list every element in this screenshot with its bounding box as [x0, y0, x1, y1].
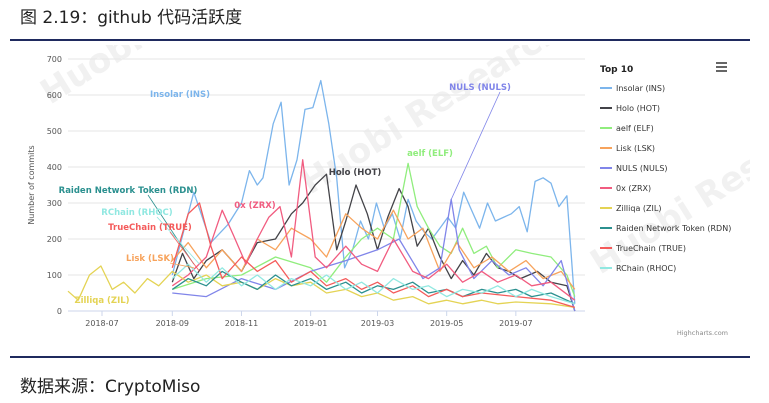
- series-annotation: Holo (HOT): [329, 168, 382, 178]
- bottom-rule: [10, 356, 750, 358]
- x-tick-label: 2019-07: [499, 319, 532, 328]
- legend-label: Raiden Network Token (RDN): [616, 224, 731, 233]
- series-line[interactable]: [171, 209, 576, 290]
- annotation-leader: [156, 216, 200, 265]
- legend-item[interactable]: Holo (HOT): [600, 104, 660, 113]
- annotation-leader: [169, 262, 194, 269]
- series-annotation: Raiden Network Token (RDN): [59, 186, 198, 196]
- x-tick-label: 2018-11: [225, 319, 258, 328]
- chart-credit[interactable]: Highcharts.com: [677, 329, 728, 337]
- legend-item[interactable]: Insolar (INS): [600, 84, 665, 93]
- annotations: Insolar (INS) NULS (NULS) Holo (HOT) aelf (…: [59, 83, 511, 306]
- legend-item[interactable]: aelf (ELF): [600, 124, 654, 133]
- series-annotation: Lisk (LSK): [126, 254, 174, 264]
- legend-item[interactable]: Zilliqa (ZIL): [600, 204, 661, 213]
- series-annotation: TrueChain (TRUE): [108, 223, 192, 233]
- legend-label: 0x (ZRX): [616, 184, 651, 193]
- series-line[interactable]: [172, 162, 576, 297]
- legend-label: Holo (HOT): [616, 104, 660, 113]
- legend-label: Insolar (INS): [616, 84, 665, 93]
- watermark-text: Huobi Research: [34, 45, 310, 113]
- axes: 0 100 200 300 400 500 600 700 2018-07 2018-09 2018…: [27, 55, 585, 328]
- y-tick-label: 200: [47, 235, 62, 244]
- y-tick-label: 0: [57, 307, 62, 316]
- x-tick-label: 2018-07: [85, 319, 118, 328]
- figure-title: 图 2.19：github 代码活跃度: [20, 8, 243, 28]
- legend-label: Lisk (LSK): [616, 144, 655, 153]
- annotation-leader: [450, 91, 501, 200]
- legend-item[interactable]: NULS (NULS): [600, 164, 668, 173]
- series-line[interactable]: [171, 270, 576, 305]
- legend-item[interactable]: 0x (ZRX): [600, 184, 651, 193]
- y-axis-title: Number of commits: [27, 145, 36, 224]
- legend-label: TrueChain (TRUE): [615, 244, 686, 253]
- legend-item[interactable]: Raiden Network Token (RDN): [600, 224, 731, 233]
- y-tick-label: 400: [47, 163, 62, 172]
- legend-label: aelf (ELF): [616, 124, 654, 133]
- legend-item[interactable]: Lisk (LSK): [600, 144, 655, 153]
- legend-item[interactable]: RChain (RHOC): [600, 264, 676, 273]
- annotation-leader: [147, 194, 195, 265]
- legend: Top 10 Insolar (INS) Holo (HOT) aelf (ELF) L…: [600, 62, 731, 337]
- series-line[interactable]: [67, 265, 575, 309]
- series-line[interactable]: [171, 159, 576, 301]
- y-tick-label: 600: [47, 91, 62, 100]
- top-rule: [10, 39, 750, 41]
- series-annotation: aelf (ELF): [407, 149, 453, 159]
- watermark-text: Huobi Research: [584, 89, 750, 282]
- legend-label: Zilliqa (ZIL): [616, 204, 661, 213]
- y-tick-label: 300: [47, 199, 62, 208]
- series-annotation: 0x (ZRX): [234, 201, 276, 211]
- series-annotation: Zilliqa (ZIL): [74, 296, 129, 306]
- source-note: 数据来源：CryptoMiso: [20, 377, 201, 397]
- y-tick-label: 500: [47, 127, 62, 136]
- annotation-leader: [169, 231, 200, 272]
- series-annotation: NULS (NULS): [449, 83, 511, 93]
- series-line[interactable]: [171, 202, 575, 309]
- legend-label: RChain (RHOC): [616, 264, 676, 273]
- series-lines: [67, 79, 576, 312]
- series-line[interactable]: [171, 79, 576, 304]
- series-line[interactable]: [171, 263, 575, 305]
- series-annotation: Insolar (INS): [150, 90, 210, 100]
- y-tick-label: 700: [47, 55, 62, 64]
- series-annotation: RChain (RHOC): [101, 208, 173, 218]
- x-tick-label: 2019-01: [294, 319, 327, 328]
- watermark-text: Huobi Research: [294, 45, 570, 203]
- x-tick-label: 2018-09: [156, 319, 189, 328]
- legend-title: Top 10: [600, 65, 633, 75]
- y-tick-label: 100: [47, 271, 62, 280]
- x-tick-label: 2019-05: [430, 319, 463, 328]
- legend-item[interactable]: TrueChain (TRUE): [600, 244, 686, 253]
- x-tick-label: 2019-03: [361, 319, 394, 328]
- legend-label: NULS (NULS): [616, 164, 668, 173]
- hamburger-menu-icon[interactable]: [716, 62, 727, 72]
